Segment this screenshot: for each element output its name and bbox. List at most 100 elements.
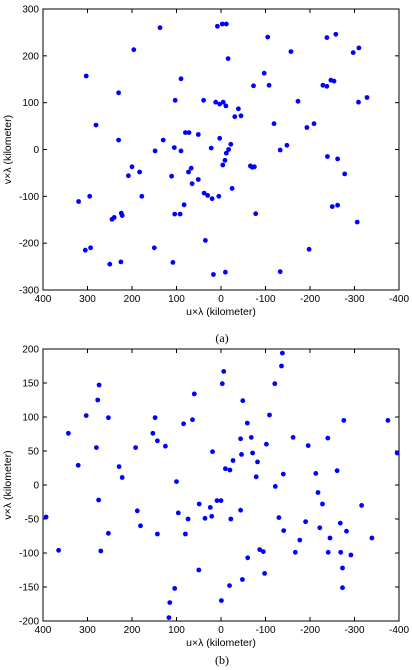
data-point-b-55 (253, 474, 259, 480)
data-point-a-37 (201, 97, 207, 103)
data-point-b-31 (191, 391, 197, 397)
x-tick-label-b-8: -400 (389, 625, 409, 636)
data-point-b-38 (214, 498, 220, 503)
data-point-a-96 (223, 150, 229, 156)
data-point-a-73 (109, 216, 115, 222)
x-tick-label-b-0: 400 (35, 625, 52, 636)
data-point-b-39 (218, 498, 224, 503)
x-axis-label-a: u×λ (kilometer) (186, 306, 256, 318)
y-tick-label-a-1: 200 (22, 51, 39, 62)
data-point-b-37 (210, 449, 215, 455)
data-point-b-32 (196, 501, 202, 507)
data-point-a-62 (151, 245, 157, 251)
data-point-a-6 (328, 77, 334, 83)
y-tick-label-a-5: -200 (19, 239, 39, 250)
data-point-a-31 (217, 101, 223, 107)
data-point-a-28 (226, 147, 232, 152)
data-point-a-76 (88, 245, 93, 251)
panel-caption-b: (b) (215, 653, 229, 667)
data-point-a-40 (183, 130, 188, 136)
data-point-b-63 (272, 484, 278, 489)
data-point-b-35 (207, 505, 213, 510)
data-point-b-26 (175, 510, 181, 516)
data-point-b-54 (250, 450, 256, 456)
data-point-b-14 (133, 445, 139, 450)
data-point-a-61 (152, 148, 158, 154)
y-tick-label-b-6: -100 (19, 549, 39, 560)
data-point-b-27 (181, 421, 187, 427)
data-point-a-17 (266, 82, 272, 88)
y-tick-label-a-4: -100 (19, 192, 39, 203)
y-tick-label-a-3: 0 (33, 145, 39, 156)
data-point-a-65 (131, 47, 137, 53)
data-point-b-28 (183, 531, 188, 537)
scatter-plot-b: 400 300 200 100 0 -100 -200 -300 -400 200 150 100 50… (2, 345, 409, 650)
data-point-b-69 (290, 435, 296, 440)
data-point-b-51 (244, 420, 250, 426)
y-tick-label-b-0: 200 (22, 345, 39, 356)
data-point-b-57 (257, 547, 263, 552)
data-point-a-63 (139, 193, 145, 199)
data-point-a-33 (213, 99, 219, 105)
data-point-b-23 (167, 600, 173, 605)
data-point-a-11 (304, 125, 310, 130)
data-point-a-54 (181, 202, 187, 208)
data-point-a-15 (277, 147, 283, 153)
y-axis-label-a: v×λ (kilometer) (2, 115, 14, 184)
data-point-b-81 (337, 520, 343, 526)
data-point-b-80 (334, 468, 340, 474)
data-point-b-34 (202, 515, 208, 521)
data-point-b-40 (219, 598, 224, 603)
y-tick-label-b-2: 100 (22, 413, 39, 424)
data-point-a-23 (232, 114, 238, 120)
data-point-b-45 (227, 467, 233, 473)
data-point-b-79 (327, 535, 333, 541)
data-point-a-64 (137, 169, 143, 175)
data-point-a-36 (208, 145, 214, 151)
data-point-b-82 (338, 549, 344, 555)
data-point-a-79 (82, 247, 88, 253)
data-point-a-78 (83, 73, 89, 79)
data-point-a-4 (333, 31, 339, 37)
data-point-b-22 (166, 615, 172, 620)
data-point-a-94 (211, 272, 216, 277)
data-point-b-64 (276, 515, 282, 520)
data-point-b-89 (369, 535, 375, 541)
data-point-a-22 (236, 106, 241, 112)
plot-frame-a (42, 8, 400, 291)
data-point-b-46 (228, 516, 234, 522)
data-point-a-26 (220, 99, 226, 105)
data-point-a-41 (178, 76, 184, 82)
data-point-a-58 (157, 25, 163, 31)
data-point-a-51 (203, 238, 208, 243)
data-point-a-18 (265, 34, 271, 40)
x-tick-label-a-1: 300 (79, 294, 96, 305)
data-point-a-75 (93, 122, 99, 128)
data-point-b-62 (272, 381, 278, 387)
data-point-b-74 (313, 471, 319, 476)
data-point-b-42 (221, 369, 227, 374)
y-tick-label-b-5: -50 (25, 515, 40, 526)
data-point-a-53 (186, 169, 191, 175)
data-point-b-20 (155, 531, 160, 537)
x-tick-label-a-0: 400 (35, 294, 52, 305)
data-point-a-67 (125, 173, 131, 179)
data-point-a-60 (170, 260, 176, 265)
y-axis-label-b: v×λ (kilometer) (2, 450, 14, 519)
data-point-b-10 (106, 530, 111, 536)
x-tick-label-b-5: -100 (255, 625, 275, 636)
data-point-a-45 (188, 165, 194, 171)
data-point-b-2 (66, 430, 71, 436)
plot-frame-b (42, 348, 400, 622)
data-point-b-83 (340, 585, 345, 591)
x-tick-label-a-3: 100 (168, 294, 185, 305)
data-point-b-65 (279, 363, 284, 369)
data-point-a-38 (195, 132, 201, 137)
data-point-a-21 (238, 113, 244, 119)
data-point-a-39 (186, 130, 192, 136)
panel-caption-a: (a) (215, 331, 228, 345)
data-point-b-61 (267, 412, 272, 418)
data-point-b-72 (303, 519, 308, 525)
data-point-b-8 (96, 497, 101, 503)
